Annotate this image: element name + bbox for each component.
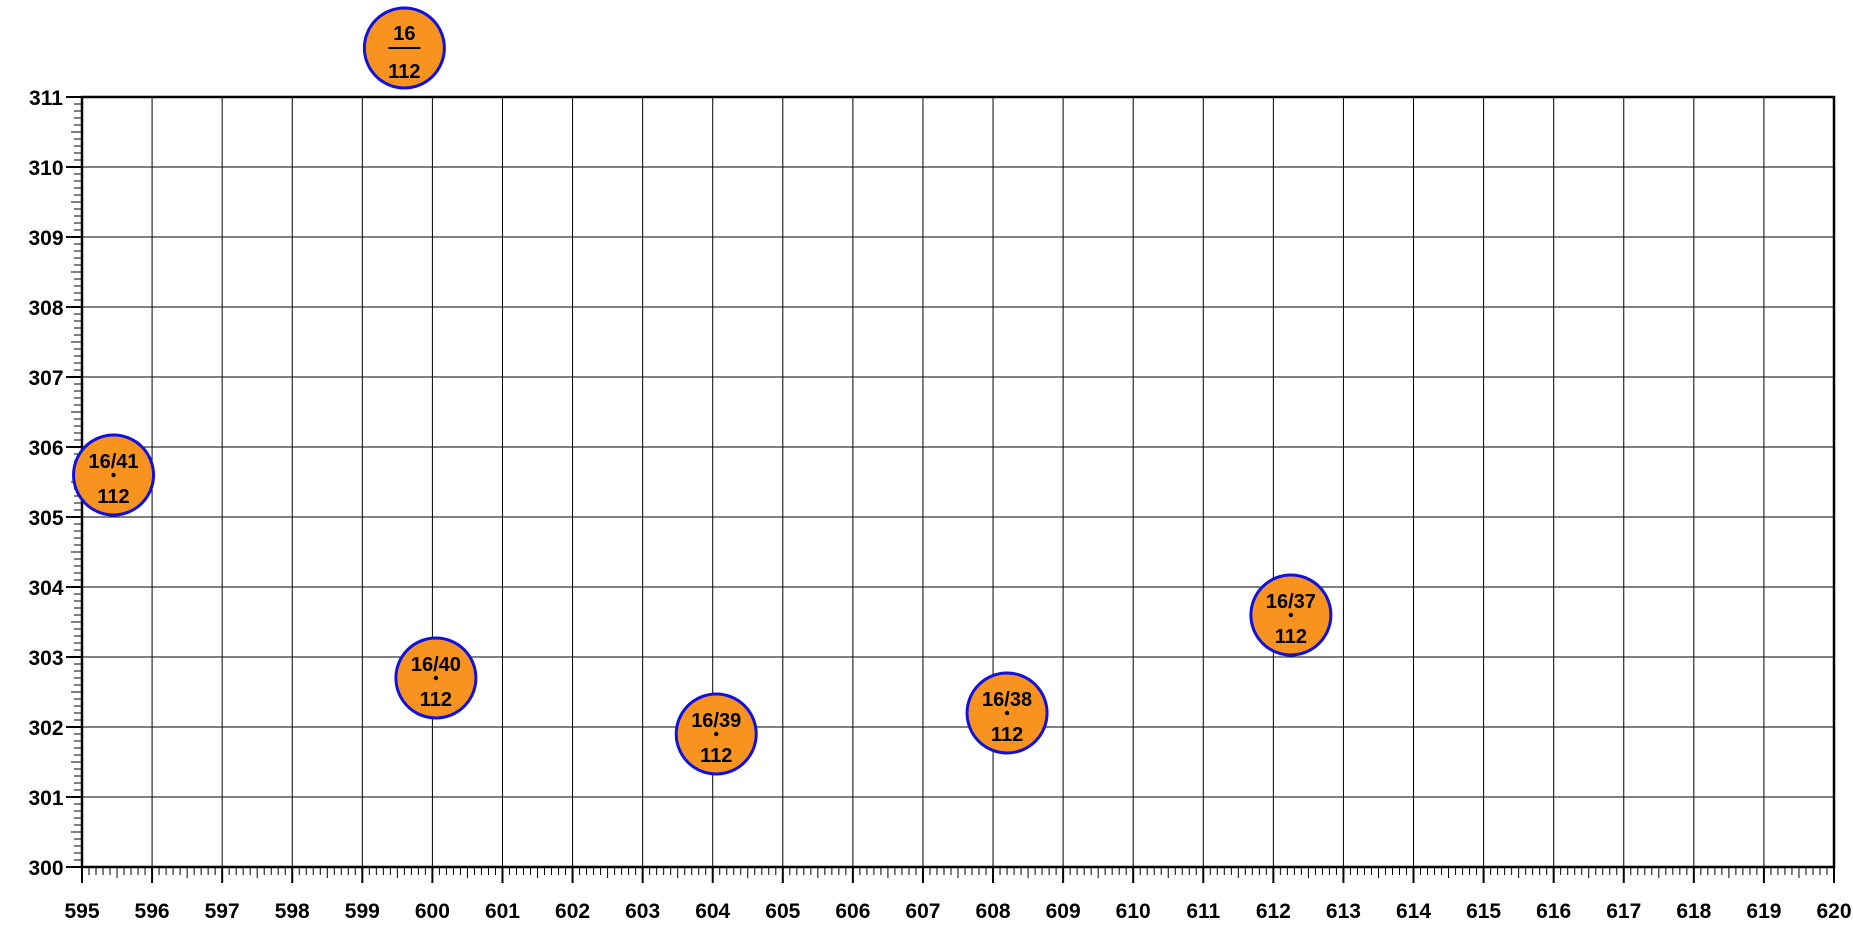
y-tick-label: 310: [28, 157, 63, 180]
x-tick-label: 598: [275, 900, 310, 923]
data-point: 16 112: [362, 6, 446, 90]
x-tick-label: 611: [1186, 900, 1220, 923]
x-tick-label: 603: [625, 900, 660, 923]
axes: 595 596 597 598 599 600 601 602 603 604 605 606 607 6…: [28, 87, 1851, 923]
x-tick-label: 619: [1746, 900, 1781, 923]
data-point-center-dot: [1288, 612, 1294, 618]
data-point-center-dot: [111, 472, 116, 478]
y-tick-label: 303: [28, 647, 63, 670]
x-tick-label: 597: [205, 900, 240, 923]
data-point-center-dot: [433, 675, 439, 681]
x-tick-label: 610: [1116, 900, 1151, 923]
data-point-label-top: 16/40: [411, 654, 461, 676]
y-tick-label: 300: [28, 857, 63, 880]
data-point-label-bottom: 112: [991, 724, 1023, 746]
x-tick-label: 609: [1046, 900, 1081, 923]
x-tick-label: 599: [345, 900, 380, 923]
y-tick-label: 305: [28, 507, 63, 530]
data-point-label-top: 16/38: [982, 689, 1032, 711]
data-point-center-dot: [1004, 710, 1010, 716]
data-point-label-top: 16/37: [1266, 591, 1316, 613]
data-points: 16/41 112 16/40 112 16/39 112 16/38 112 16/37 112…: [72, 6, 1333, 776]
y-tick-label: 306: [28, 437, 63, 460]
x-tick-label: 612: [1256, 900, 1291, 923]
data-point-label-top: 16/39: [691, 710, 741, 732]
y-tick-label: 311: [29, 87, 63, 110]
x-tick-label: 615: [1466, 900, 1501, 923]
data-point: 16/41 112: [72, 433, 156, 517]
x-tick-label: 602: [555, 900, 590, 923]
x-tick-label: 601: [485, 900, 520, 923]
x-tick-label: 613: [1326, 900, 1361, 923]
data-point: 16/40 112: [394, 636, 478, 720]
x-tick-label: 604: [695, 900, 730, 923]
x-tick-label: 620: [1816, 900, 1851, 923]
x-tick-label: 607: [905, 900, 940, 923]
data-point-label-top: 16/41: [89, 451, 139, 473]
data-point: 16/39 112: [674, 692, 758, 776]
x-tick-label: 614: [1396, 900, 1431, 923]
x-tick-label: 606: [835, 900, 870, 923]
data-point-center-dot: [714, 731, 719, 737]
data-point-label-bottom: 112: [388, 61, 420, 83]
y-tick-label: 307: [28, 367, 63, 390]
x-tick-label: 595: [64, 900, 99, 923]
data-point-label-top: 16: [393, 23, 415, 45]
data-point: 16/38 112: [965, 671, 1049, 755]
x-tick-label: 600: [415, 900, 450, 923]
y-tick-label: 309: [28, 227, 63, 250]
plot-frame: [80, 95, 1836, 869]
grid: [82, 97, 1834, 867]
data-point-label-bottom: 112: [700, 745, 732, 767]
data-point-label-bottom: 112: [1275, 626, 1307, 648]
x-tick-label: 617: [1606, 900, 1641, 923]
data-point-label-bottom: 112: [420, 689, 452, 711]
x-tick-label: 608: [976, 900, 1011, 923]
data-point-label-bottom: 112: [97, 486, 129, 508]
x-tick-label: 605: [765, 900, 800, 923]
x-tick-label: 616: [1536, 900, 1571, 923]
x-tick-label: 618: [1676, 900, 1711, 923]
y-tick-label: 301: [28, 787, 63, 810]
y-tick-label: 302: [28, 717, 63, 740]
x-tick-label: 596: [135, 900, 170, 923]
data-point: 16/37 112: [1249, 573, 1333, 657]
y-tick-label: 308: [28, 297, 63, 320]
y-tick-label: 304: [28, 577, 63, 600]
